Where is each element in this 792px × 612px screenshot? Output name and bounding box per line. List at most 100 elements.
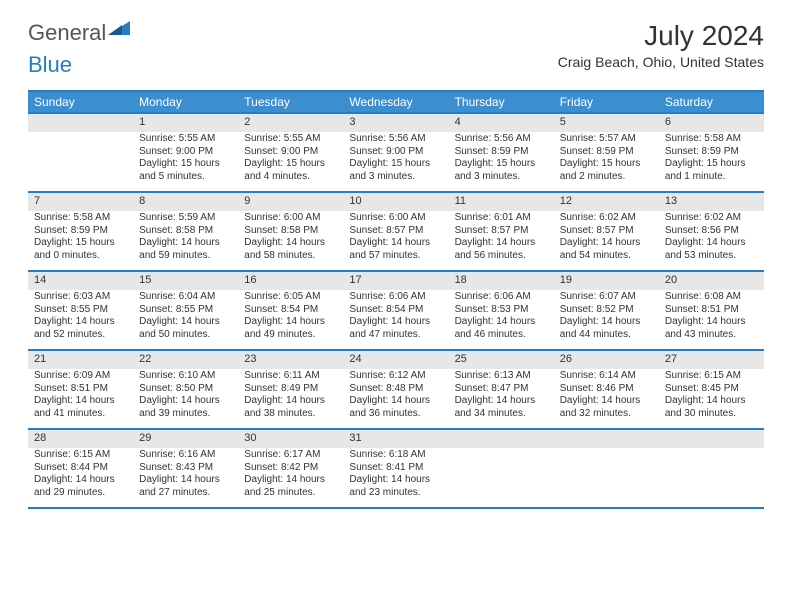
sunset-text: Sunset: 8:58 PM	[139, 225, 232, 238]
sunset-text: Sunset: 8:57 PM	[349, 225, 442, 238]
daylight-text: Daylight: 14 hours and 50 minutes.	[139, 316, 232, 341]
sunset-text: Sunset: 8:59 PM	[455, 146, 548, 159]
day-number	[554, 430, 659, 448]
day-detail: Sunrise: 6:00 AMSunset: 8:57 PMDaylight:…	[343, 211, 448, 270]
sunset-text: Sunset: 8:41 PM	[349, 462, 442, 475]
day-number: 28	[28, 430, 133, 448]
day-number: 29	[133, 430, 238, 448]
day-detail-row: Sunrise: 5:58 AMSunset: 8:59 PMDaylight:…	[28, 211, 764, 270]
sunrise-text: Sunrise: 6:09 AM	[34, 370, 127, 383]
sunrise-text: Sunrise: 5:59 AM	[139, 212, 232, 225]
sunrise-text: Sunrise: 6:07 AM	[560, 291, 653, 304]
day-number: 14	[28, 272, 133, 290]
week-row: 123456Sunrise: 5:55 AMSunset: 9:00 PMDay…	[28, 112, 764, 191]
week-row: 28293031Sunrise: 6:15 AMSunset: 8:44 PMD…	[28, 428, 764, 507]
day-number	[28, 114, 133, 132]
day-number: 13	[659, 193, 764, 211]
sunrise-text: Sunrise: 6:14 AM	[560, 370, 653, 383]
day-detail: Sunrise: 6:06 AMSunset: 8:54 PMDaylight:…	[343, 290, 448, 349]
daylight-text: Daylight: 15 hours and 5 minutes.	[139, 158, 232, 183]
sunrise-text: Sunrise: 6:15 AM	[665, 370, 758, 383]
day-detail: Sunrise: 5:58 AMSunset: 8:59 PMDaylight:…	[28, 211, 133, 270]
sunset-text: Sunset: 8:44 PM	[34, 462, 127, 475]
day-number: 23	[238, 351, 343, 369]
week-row: 78910111213Sunrise: 5:58 AMSunset: 8:59 …	[28, 191, 764, 270]
sunrise-text: Sunrise: 5:58 AM	[665, 133, 758, 146]
day-number: 26	[554, 351, 659, 369]
sunset-text: Sunset: 8:46 PM	[560, 383, 653, 396]
daylight-text: Daylight: 14 hours and 32 minutes.	[560, 395, 653, 420]
day-detail: Sunrise: 6:03 AMSunset: 8:55 PMDaylight:…	[28, 290, 133, 349]
daylight-text: Daylight: 15 hours and 1 minute.	[665, 158, 758, 183]
sunrise-text: Sunrise: 6:06 AM	[349, 291, 442, 304]
sunset-text: Sunset: 8:48 PM	[349, 383, 442, 396]
sunrise-text: Sunrise: 6:15 AM	[34, 449, 127, 462]
day-detail: Sunrise: 6:07 AMSunset: 8:52 PMDaylight:…	[554, 290, 659, 349]
daylight-text: Daylight: 14 hours and 46 minutes.	[455, 316, 548, 341]
sunrise-text: Sunrise: 6:06 AM	[455, 291, 548, 304]
sunrise-text: Sunrise: 6:01 AM	[455, 212, 548, 225]
daylight-text: Daylight: 15 hours and 3 minutes.	[349, 158, 442, 183]
daylight-text: Daylight: 14 hours and 49 minutes.	[244, 316, 337, 341]
day-number-row: 78910111213	[28, 193, 764, 211]
sunset-text: Sunset: 8:45 PM	[665, 383, 758, 396]
sunset-text: Sunset: 8:57 PM	[455, 225, 548, 238]
day-number-row: 123456	[28, 114, 764, 132]
title-block: July 2024 Craig Beach, Ohio, United Stat…	[558, 20, 764, 70]
week-row: 21222324252627Sunrise: 6:09 AMSunset: 8:…	[28, 349, 764, 428]
logo: General	[28, 20, 130, 46]
sunset-text: Sunset: 8:53 PM	[455, 304, 548, 317]
sunset-text: Sunset: 9:00 PM	[139, 146, 232, 159]
week-row: 14151617181920Sunrise: 6:03 AMSunset: 8:…	[28, 270, 764, 349]
day-detail: Sunrise: 6:16 AMSunset: 8:43 PMDaylight:…	[133, 448, 238, 507]
day-number	[449, 430, 554, 448]
sunrise-text: Sunrise: 6:00 AM	[244, 212, 337, 225]
day-number: 7	[28, 193, 133, 211]
dow-wednesday: Wednesday	[343, 92, 448, 112]
day-detail: Sunrise: 6:09 AMSunset: 8:51 PMDaylight:…	[28, 369, 133, 428]
sunset-text: Sunset: 8:52 PM	[560, 304, 653, 317]
daylight-text: Daylight: 14 hours and 38 minutes.	[244, 395, 337, 420]
day-detail: Sunrise: 6:06 AMSunset: 8:53 PMDaylight:…	[449, 290, 554, 349]
day-number-row: 28293031	[28, 430, 764, 448]
sunrise-text: Sunrise: 5:57 AM	[560, 133, 653, 146]
sunrise-text: Sunrise: 6:12 AM	[349, 370, 442, 383]
daylight-text: Daylight: 14 hours and 23 minutes.	[349, 474, 442, 499]
day-detail	[449, 448, 554, 507]
day-number: 31	[343, 430, 448, 448]
daylight-text: Daylight: 14 hours and 34 minutes.	[455, 395, 548, 420]
daylight-text: Daylight: 14 hours and 59 minutes.	[139, 237, 232, 262]
day-detail: Sunrise: 6:12 AMSunset: 8:48 PMDaylight:…	[343, 369, 448, 428]
sunrise-text: Sunrise: 6:17 AM	[244, 449, 337, 462]
day-number: 5	[554, 114, 659, 132]
day-detail: Sunrise: 6:00 AMSunset: 8:58 PMDaylight:…	[238, 211, 343, 270]
day-of-week-header: Sunday Monday Tuesday Wednesday Thursday…	[28, 92, 764, 112]
page-title: July 2024	[558, 20, 764, 52]
day-detail: Sunrise: 6:02 AMSunset: 8:56 PMDaylight:…	[659, 211, 764, 270]
daylight-text: Daylight: 14 hours and 53 minutes.	[665, 237, 758, 262]
sunrise-text: Sunrise: 6:02 AM	[665, 212, 758, 225]
sunset-text: Sunset: 8:54 PM	[244, 304, 337, 317]
sunset-text: Sunset: 8:58 PM	[244, 225, 337, 238]
daylight-text: Daylight: 14 hours and 39 minutes.	[139, 395, 232, 420]
sunset-text: Sunset: 8:59 PM	[34, 225, 127, 238]
sunset-text: Sunset: 8:43 PM	[139, 462, 232, 475]
calendar: Sunday Monday Tuesday Wednesday Thursday…	[28, 90, 764, 509]
sunset-text: Sunset: 8:47 PM	[455, 383, 548, 396]
day-detail: Sunrise: 6:01 AMSunset: 8:57 PMDaylight:…	[449, 211, 554, 270]
day-detail: Sunrise: 6:10 AMSunset: 8:50 PMDaylight:…	[133, 369, 238, 428]
sunrise-text: Sunrise: 6:05 AM	[244, 291, 337, 304]
calendar-bottom-border	[28, 507, 764, 509]
daylight-text: Daylight: 14 hours and 57 minutes.	[349, 237, 442, 262]
sunrise-text: Sunrise: 6:08 AM	[665, 291, 758, 304]
sunrise-text: Sunrise: 5:56 AM	[455, 133, 548, 146]
daylight-text: Daylight: 14 hours and 56 minutes.	[455, 237, 548, 262]
sunset-text: Sunset: 8:51 PM	[34, 383, 127, 396]
day-detail-row: Sunrise: 6:03 AMSunset: 8:55 PMDaylight:…	[28, 290, 764, 349]
sunset-text: Sunset: 8:59 PM	[560, 146, 653, 159]
day-number: 3	[343, 114, 448, 132]
day-number: 22	[133, 351, 238, 369]
daylight-text: Daylight: 14 hours and 44 minutes.	[560, 316, 653, 341]
day-detail: Sunrise: 5:56 AMSunset: 9:00 PMDaylight:…	[343, 132, 448, 191]
day-number: 30	[238, 430, 343, 448]
